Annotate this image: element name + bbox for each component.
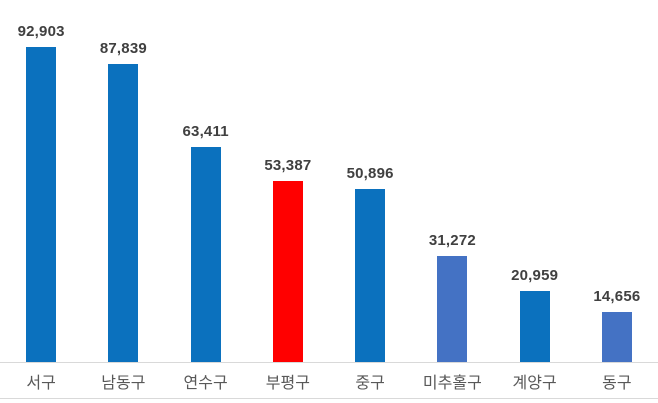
category-label: 연수구 xyxy=(183,374,228,392)
bar-column: 87,839 xyxy=(82,0,164,362)
bar xyxy=(437,256,468,362)
x-axis-labels: 서구 남동구 연수구 부평구 중구 미추홀구 계양구 동구 xyxy=(0,363,658,399)
value-label: 87,839 xyxy=(99,40,147,57)
category-label: 부평구 xyxy=(265,374,310,392)
bar xyxy=(272,181,303,362)
category-label: 서구 xyxy=(26,374,56,392)
category-label: 미추홀구 xyxy=(422,374,482,392)
bar xyxy=(26,47,57,362)
bar-column: 50,896 xyxy=(329,0,411,362)
bar-column: 20,959 xyxy=(494,0,576,362)
bar-column: 53,387 xyxy=(247,0,329,362)
category-label: 계양구 xyxy=(512,374,557,392)
bar xyxy=(108,64,139,362)
value-label: 63,411 xyxy=(182,123,229,140)
value-label: 92,903 xyxy=(17,23,65,40)
category-label: 동구 xyxy=(602,374,632,392)
category-label: 남동구 xyxy=(101,374,146,392)
plot-area: 92,903 87,839 63,411 53,387 50,896 31,27… xyxy=(0,0,658,363)
category-label: 중구 xyxy=(355,374,385,392)
value-label: 20,959 xyxy=(511,267,559,284)
bar-column: 63,411 xyxy=(165,0,247,362)
bar xyxy=(355,189,386,362)
bar-column: 92,903 xyxy=(0,0,82,362)
bar xyxy=(519,291,550,362)
value-label: 31,272 xyxy=(428,232,476,249)
value-label: 50,896 xyxy=(346,165,394,182)
bar xyxy=(190,147,221,362)
bar-column: 14,656 xyxy=(576,0,658,362)
bar xyxy=(601,312,632,362)
bar-column: 31,272 xyxy=(411,0,493,362)
value-label: 14,656 xyxy=(593,288,641,305)
value-label: 53,387 xyxy=(264,157,312,174)
